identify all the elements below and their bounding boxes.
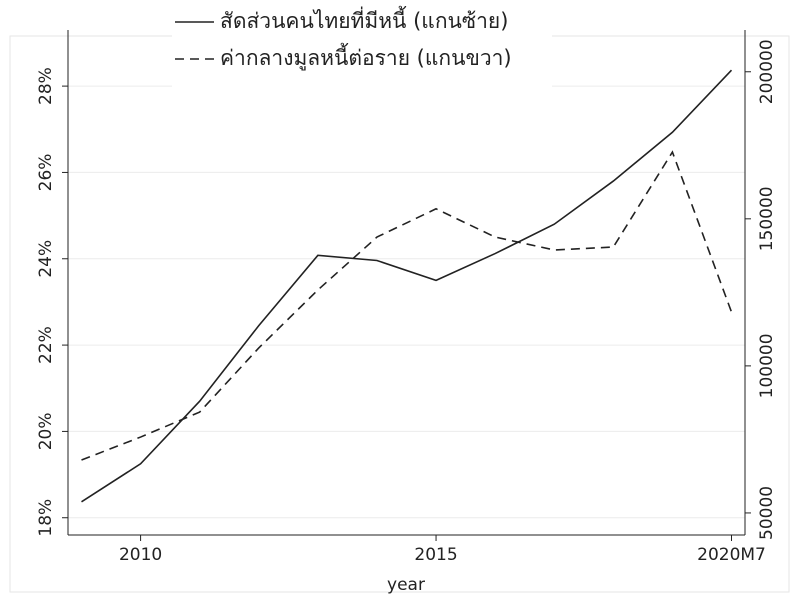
- y-tick-label: 26%: [36, 154, 56, 192]
- y2-tick-label: 100000: [757, 333, 777, 398]
- y-tick-label: 18%: [36, 499, 56, 537]
- series-line: [81, 150, 733, 461]
- y-tick-label: 28%: [36, 67, 56, 105]
- y-tick-label: 24%: [36, 240, 56, 278]
- y-tick-label: 22%: [36, 326, 56, 364]
- x-axis-title: year: [387, 575, 425, 595]
- y-tick-label: 20%: [36, 413, 56, 451]
- series-line: [81, 69, 733, 503]
- frame: [9, 35, 790, 593]
- legend-box: [172, 2, 552, 90]
- y2-tick-label: 50000: [757, 486, 777, 540]
- legend-text: สัดส่วนคนไทยที่มีหนี้ (แกนซ้าย): [220, 6, 508, 33]
- y2-tick-label: 150000: [757, 186, 777, 251]
- x-tick-label: 2010: [119, 545, 162, 565]
- x-tick-label: 2020M7: [697, 545, 766, 565]
- x-tick-label: 2015: [414, 545, 457, 565]
- y2-tick-label: 200000: [757, 39, 777, 104]
- legend-text: ค่ากลางมูลหนี้ต่อราย (แกนขวา): [220, 43, 512, 71]
